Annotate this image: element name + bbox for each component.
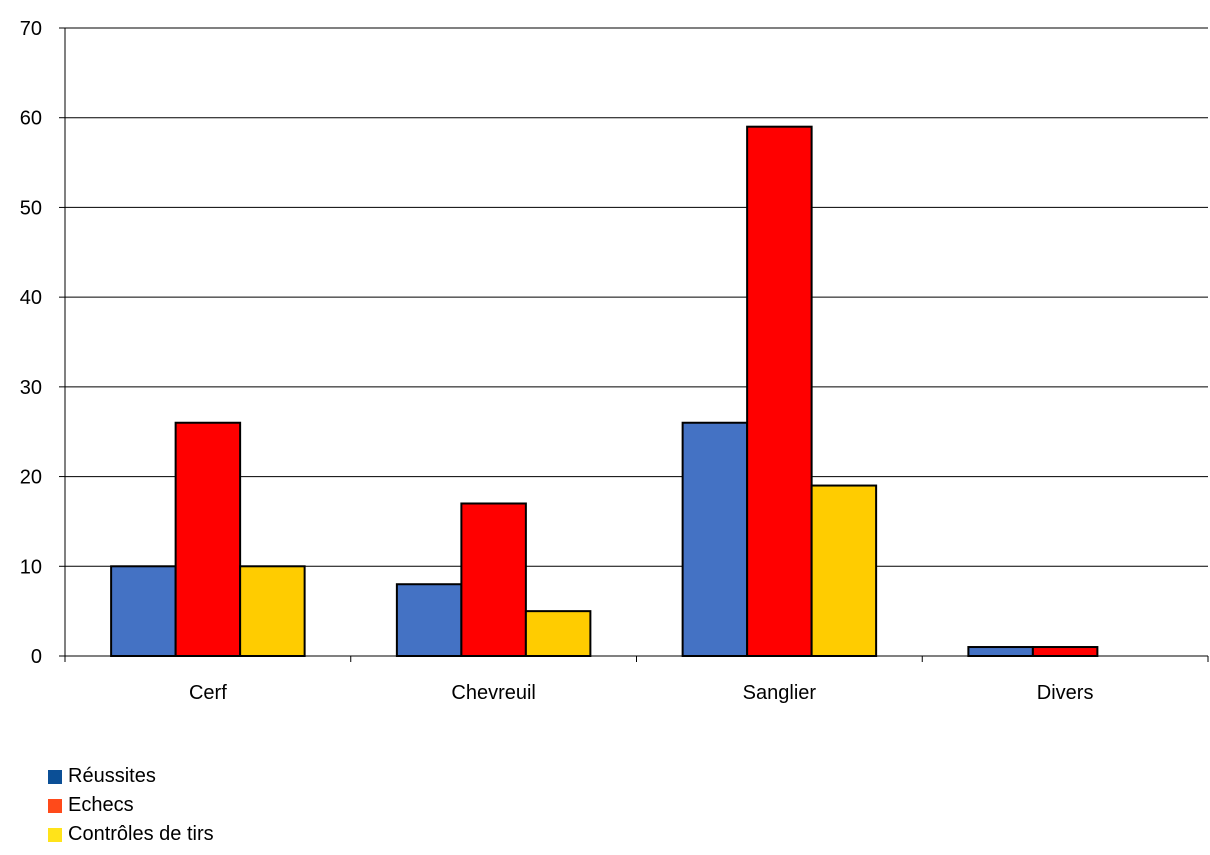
y-tick-label: 10 bbox=[20, 556, 42, 578]
bar-contr-les-de-tirs-sanglier bbox=[810, 484, 878, 657]
legend-label: Réussites bbox=[68, 765, 156, 787]
legend-item: Réussites bbox=[48, 762, 214, 791]
bar-r-ussites-divers bbox=[967, 646, 1034, 657]
bar-r-ussites-sanglier bbox=[681, 421, 749, 657]
legend-item: Contrôles de tirs bbox=[48, 820, 214, 849]
bar-echecs-cerf bbox=[174, 421, 242, 657]
y-tick-label: 50 bbox=[20, 197, 42, 219]
bar-echecs-chevreuil bbox=[460, 502, 527, 657]
y-tick-label: 40 bbox=[20, 287, 42, 309]
bar-echecs-divers bbox=[1031, 646, 1099, 657]
y-tick-label: 0 bbox=[31, 646, 42, 668]
x-tick-label: Divers bbox=[1037, 682, 1094, 704]
x-tick-label: Cerf bbox=[189, 682, 227, 704]
bar-r-ussites-chevreuil bbox=[395, 583, 463, 658]
legend-item: Echecs bbox=[48, 791, 214, 820]
y-tick-label: 20 bbox=[20, 467, 42, 489]
bar-contr-les-de-tirs-cerf bbox=[239, 565, 306, 657]
legend-label: Echecs bbox=[68, 794, 134, 816]
bar-contr-les-de-tirs-chevreuil bbox=[524, 610, 592, 658]
y-tick-label: 70 bbox=[20, 18, 42, 40]
bar-r-ussites-cerf bbox=[110, 565, 177, 657]
x-tick-label: Chevreuil bbox=[451, 682, 535, 704]
legend-swatch bbox=[48, 798, 62, 813]
bar-echecs-sanglier bbox=[746, 125, 813, 657]
y-tick-label: 60 bbox=[20, 108, 42, 130]
bar-chart: 0 10 20 30 40 50 60 70 Cerf Chevreuil Sanglier Dive… bbox=[20, 18, 1209, 704]
legend-swatch bbox=[48, 827, 62, 842]
legend-label: Contrôles de tirs bbox=[68, 823, 214, 845]
chart-legend: Réussites Echecs Contrôles de tirs bbox=[48, 762, 214, 849]
x-tick-label: Sanglier bbox=[743, 682, 817, 704]
legend-swatch bbox=[48, 769, 62, 784]
y-tick-label: 30 bbox=[20, 377, 42, 399]
